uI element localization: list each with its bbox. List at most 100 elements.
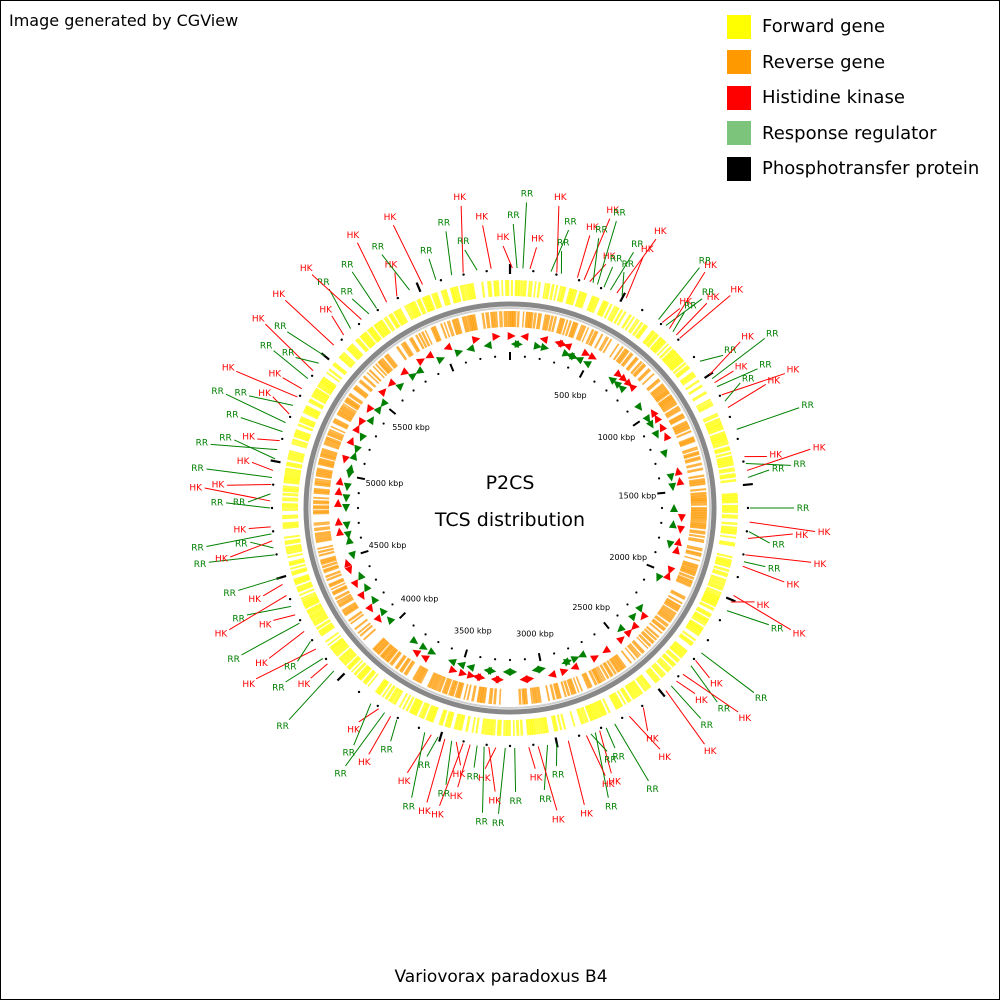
inner-minor-tick <box>660 522 662 524</box>
feature-label: RR <box>232 614 245 624</box>
feature-callout-line <box>745 555 811 562</box>
feature-label: RR <box>226 411 239 421</box>
feature-label: RR <box>438 789 451 799</box>
feature-callout-line <box>465 250 477 270</box>
feature-label: HK <box>212 481 226 491</box>
feature-label: HK <box>272 290 286 300</box>
feature-marker <box>346 536 354 545</box>
feature-label: RR <box>334 770 347 780</box>
feature-callout-line <box>263 584 282 595</box>
feature-label: HK <box>450 792 464 802</box>
feature-marker <box>634 402 642 411</box>
outer-minor-tick <box>742 553 744 555</box>
reverse-gene-mark <box>687 469 703 472</box>
outer-minor-tick <box>677 675 679 677</box>
tick-label: 5000 kbp <box>366 479 404 488</box>
forward-gene-mark <box>722 494 738 495</box>
reverse-gene-mark <box>500 311 501 327</box>
tick-label: 4500 kbp <box>369 541 407 550</box>
feature-label: HK <box>735 362 749 372</box>
feature-marker <box>492 333 500 341</box>
inner-major-tick <box>657 493 665 494</box>
reverse-gene-mark <box>313 501 329 502</box>
inner-minor-tick <box>437 641 439 643</box>
feature-label: RR <box>509 797 522 807</box>
feature-callout-line <box>629 716 660 749</box>
inner-minor-tick <box>368 449 370 451</box>
feature-marker <box>581 349 590 356</box>
feature-label: RR <box>604 756 617 766</box>
inner-minor-tick <box>375 435 377 437</box>
feature-marker <box>416 358 425 366</box>
feature-label: RR <box>282 348 295 358</box>
outer-minor-tick <box>600 727 602 729</box>
forward-gene-mark <box>482 282 484 298</box>
feature-label: RR <box>438 219 451 229</box>
inner-minor-tick <box>616 399 618 401</box>
feature-marker <box>421 655 430 662</box>
feature-marker <box>400 367 409 375</box>
outer-minor-tick <box>289 598 291 600</box>
outer-minor-tick <box>677 339 679 341</box>
feature-marker <box>427 647 436 654</box>
inner-major-tick <box>400 613 406 619</box>
inner-minor-tick <box>412 389 414 391</box>
outer-minor-tick <box>641 705 643 707</box>
tick-label: 2500 kbp <box>572 603 610 612</box>
outer-minor-tick <box>693 658 695 660</box>
feature-marker <box>360 433 367 442</box>
feature-callout-line <box>590 264 606 281</box>
feature-callout-line <box>643 708 647 731</box>
feature-label: RR <box>768 565 781 575</box>
forward-gene-mark <box>523 280 524 296</box>
outer-minor-tick <box>621 717 623 719</box>
outer-major-tick <box>337 673 344 680</box>
feature-marker <box>336 528 344 536</box>
feature-marker <box>508 332 516 340</box>
feature-callout-line <box>249 396 293 405</box>
feature-marker <box>449 665 458 673</box>
feature-marker <box>351 579 358 588</box>
feature-label: HK <box>695 696 709 706</box>
reverse-gene-mark <box>313 498 329 499</box>
reverse-gene-mark <box>483 313 485 329</box>
reverse-gene-mark <box>689 475 705 478</box>
feature-label: HK <box>787 366 801 376</box>
feature-marker <box>343 494 351 502</box>
inner-minor-tick <box>391 603 393 605</box>
feature-label: HK <box>795 531 809 541</box>
feature-label: RR <box>380 745 393 755</box>
inner-major-tick <box>539 653 541 661</box>
feature-marker <box>342 504 350 512</box>
feature-label: RR <box>420 246 433 256</box>
feature-label: HK <box>189 483 203 493</box>
feature-marker <box>472 336 481 344</box>
feature-label: HK <box>259 620 273 630</box>
feature-marker <box>666 473 674 482</box>
reverse-gene-mark <box>686 464 702 468</box>
inner-minor-tick <box>524 356 526 358</box>
feature-label: RR <box>341 288 354 298</box>
reverse-gene-mark <box>691 516 707 517</box>
feature-label: RR <box>684 302 697 312</box>
inner-minor-tick <box>358 522 360 524</box>
tick-label: 1000 kbp <box>598 433 636 442</box>
inner-major-tick <box>361 551 369 553</box>
outer-minor-tick <box>660 323 662 325</box>
feature-marker <box>344 531 352 540</box>
tick-label: 3500 kbp <box>454 626 492 635</box>
feature-callout-line <box>483 225 492 268</box>
outer-minor-tick <box>281 438 283 440</box>
reverse-gene-mark <box>496 311 497 327</box>
feature-label: HK <box>767 377 781 387</box>
outer-minor-tick <box>747 507 749 509</box>
inner-minor-tick <box>451 647 453 649</box>
feature-callout-line <box>606 728 615 748</box>
feature-label: RR <box>402 802 415 812</box>
reverse-gene-mark <box>689 535 705 537</box>
feature-label: HK <box>431 811 445 821</box>
inner-minor-tick <box>383 591 385 593</box>
feature-callout-line <box>676 681 695 694</box>
inner-minor-tick <box>626 410 628 412</box>
feature-callout-line <box>568 741 584 805</box>
